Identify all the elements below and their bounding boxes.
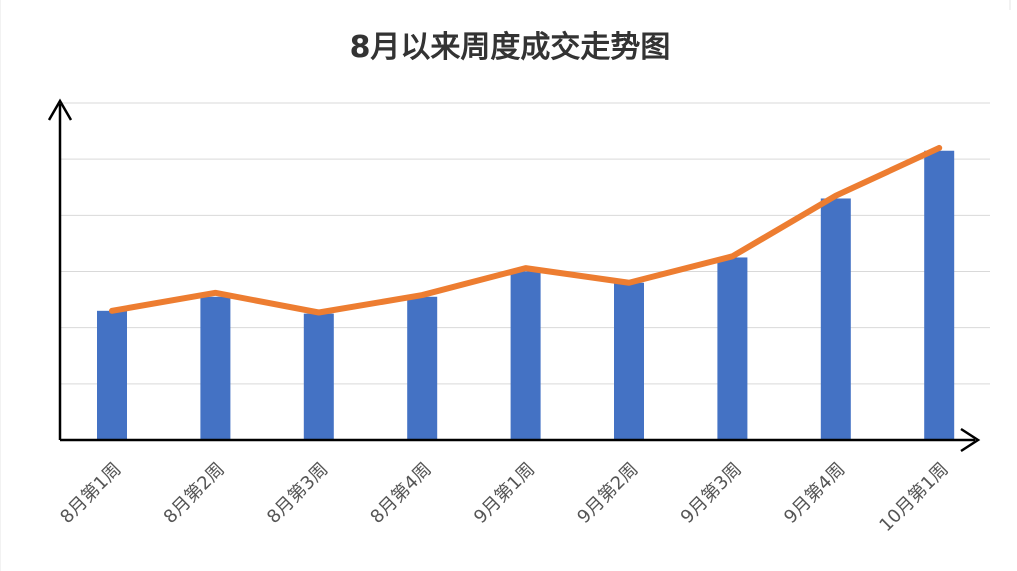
y-axis-arrow xyxy=(47,98,73,121)
x-tick-label: 9月第4周 xyxy=(780,459,849,528)
bar xyxy=(717,257,748,440)
x-tick-label: 9月第2周 xyxy=(573,459,642,528)
bar xyxy=(303,313,334,440)
x-tick-label: 9月第3周 xyxy=(677,459,746,528)
bar xyxy=(510,271,541,440)
x-axis-arrow xyxy=(960,427,981,453)
chart-title: 8月以来周度成交走势图 xyxy=(350,30,671,65)
x-tick-label: 10月第1周 xyxy=(875,459,952,536)
bar xyxy=(97,310,127,440)
bar xyxy=(614,282,644,440)
series-line xyxy=(109,144,943,316)
bar xyxy=(200,296,231,440)
axes xyxy=(47,98,981,453)
x-tick-label: 9月第1周 xyxy=(470,459,539,528)
line-series xyxy=(109,144,943,316)
bar xyxy=(924,150,955,440)
x-tick-label: 8月第4周 xyxy=(367,459,436,528)
x-tick-label: 8月第1周 xyxy=(56,459,125,528)
bar xyxy=(820,198,851,440)
bar xyxy=(407,296,438,440)
bar-series xyxy=(97,150,955,440)
x-tick-label: 8月第3周 xyxy=(263,459,332,528)
x-tick-label: 8月第2周 xyxy=(160,459,229,528)
x-tick-labels: 8月第1周 8月第2周 8月第3周 8月第4周 9月第1周 9月第2周 9月第3周 9月第4周… xyxy=(56,459,952,536)
